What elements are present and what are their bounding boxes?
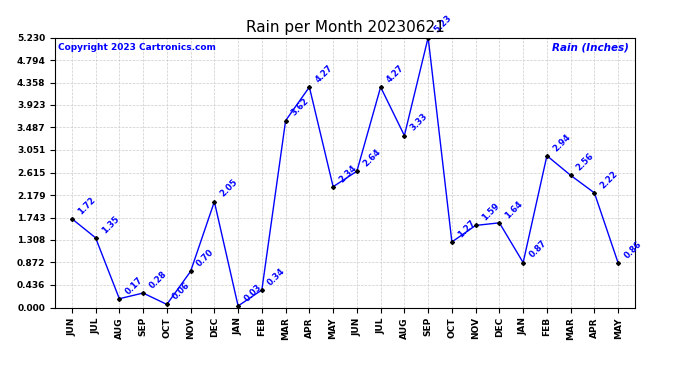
Text: 0.86: 0.86 [622,239,643,260]
Text: 0.34: 0.34 [266,266,287,287]
Text: 2.94: 2.94 [551,132,572,153]
Text: 1.64: 1.64 [504,199,524,220]
Text: 0.28: 0.28 [147,269,168,290]
Text: Copyright 2023 Cartronics.com: Copyright 2023 Cartronics.com [58,43,216,52]
Text: 1.27: 1.27 [456,218,477,239]
Text: 0.03: 0.03 [242,282,263,303]
Text: 0.06: 0.06 [171,280,192,302]
Text: 1.59: 1.59 [480,202,501,223]
Text: 2.64: 2.64 [361,147,382,168]
Text: 3.62: 3.62 [290,97,310,118]
Text: 1.72: 1.72 [76,195,97,216]
Text: 2.05: 2.05 [219,178,239,199]
Text: Rain (Inches): Rain (Inches) [552,43,629,53]
Text: 4.27: 4.27 [313,63,335,84]
Title: Rain per Month 20230621: Rain per Month 20230621 [246,20,444,35]
Text: 4.27: 4.27 [385,63,406,84]
Text: 3.33: 3.33 [408,112,429,133]
Text: 1.35: 1.35 [100,214,121,235]
Text: 0.87: 0.87 [527,239,548,260]
Text: 0.70: 0.70 [195,248,215,268]
Text: 2.34: 2.34 [337,163,358,184]
Text: 2.22: 2.22 [599,169,620,190]
Text: 0.17: 0.17 [124,275,144,296]
Text: 2.56: 2.56 [575,152,596,172]
Text: 5.23: 5.23 [433,13,453,35]
